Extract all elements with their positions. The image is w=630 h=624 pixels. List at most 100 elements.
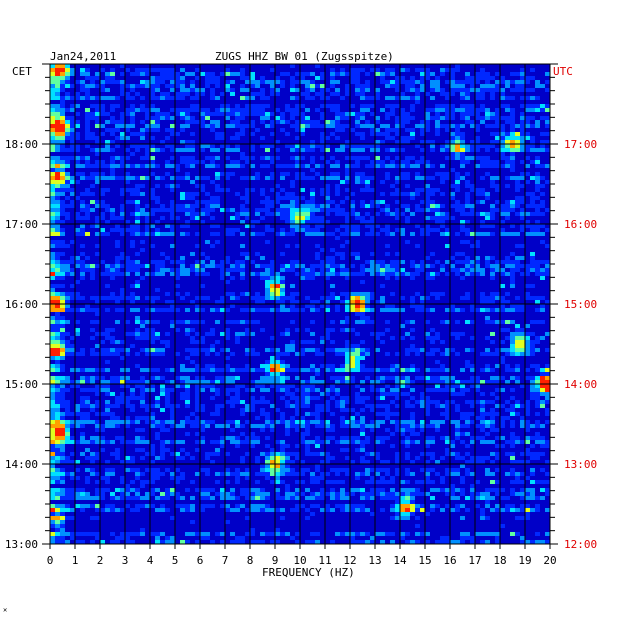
heatmap-cell xyxy=(460,124,465,128)
heatmap-cell xyxy=(50,300,55,304)
heatmap-cell xyxy=(95,160,100,164)
heatmap-cell xyxy=(385,124,390,128)
heatmap-cell xyxy=(90,352,95,356)
heatmap-cell xyxy=(490,412,495,416)
heatmap-cell xyxy=(310,192,315,196)
heatmap-cell xyxy=(335,116,340,120)
heatmap-cell xyxy=(95,412,100,416)
heatmap-cell xyxy=(150,340,155,344)
heatmap-cell xyxy=(130,176,135,180)
heatmap-cell xyxy=(100,108,105,112)
heatmap-cell xyxy=(140,436,145,440)
heatmap-cell xyxy=(150,352,155,356)
heatmap-cell xyxy=(340,144,345,148)
heatmap-cell xyxy=(525,204,530,208)
heatmap-cell xyxy=(420,264,425,268)
heatmap-cell xyxy=(200,148,205,152)
heatmap-cell xyxy=(170,84,175,88)
heatmap-cell xyxy=(155,264,160,268)
heatmap-cell xyxy=(435,208,440,212)
heatmap-cell xyxy=(50,336,55,340)
heatmap-cell xyxy=(490,240,495,244)
heatmap-cell xyxy=(130,84,135,88)
heatmap-cell xyxy=(105,172,110,176)
heatmap-cell xyxy=(335,120,340,124)
heatmap-cell xyxy=(190,204,195,208)
heatmap-cell xyxy=(300,148,305,152)
heatmap-cell xyxy=(255,80,260,84)
heatmap-cell xyxy=(535,332,540,336)
heatmap-cell xyxy=(190,252,195,256)
heatmap-cell xyxy=(545,420,550,424)
heatmap-cell xyxy=(250,200,255,204)
heatmap-cell xyxy=(490,140,495,144)
heatmap-cell xyxy=(320,380,325,384)
heatmap-cell xyxy=(460,380,465,384)
heatmap-cell xyxy=(460,204,465,208)
heatmap-cell xyxy=(405,164,410,168)
heatmap-cell xyxy=(195,104,200,108)
heatmap-cell xyxy=(525,200,530,204)
heatmap-cell xyxy=(300,164,305,168)
heatmap-cell xyxy=(90,400,95,404)
heatmap-cell xyxy=(110,96,115,100)
heatmap-cell xyxy=(75,120,80,124)
heatmap-cell xyxy=(60,424,65,428)
heatmap-cell xyxy=(190,216,195,220)
heatmap-cell xyxy=(375,224,380,228)
heatmap-cell xyxy=(395,216,400,220)
heatmap-cell xyxy=(250,308,255,312)
heatmap-cell xyxy=(345,84,350,88)
heatmap-cell xyxy=(85,396,90,400)
heatmap-cell xyxy=(50,84,55,88)
heatmap-cell xyxy=(270,104,275,108)
heatmap-cell xyxy=(175,388,180,392)
heatmap-cell xyxy=(340,240,345,244)
heatmap-cell xyxy=(80,296,85,300)
heatmap-cell xyxy=(310,304,315,308)
heatmap-cell xyxy=(180,148,185,152)
heatmap-cell xyxy=(395,428,400,432)
heatmap-cell xyxy=(340,368,345,372)
heatmap-cell xyxy=(150,332,155,336)
heatmap-cell xyxy=(440,204,445,208)
heatmap-cell xyxy=(295,404,300,408)
heatmap-cell xyxy=(75,108,80,112)
heatmap-cell xyxy=(260,392,265,396)
heatmap-cell xyxy=(450,264,455,268)
heatmap-cell xyxy=(495,72,500,76)
heatmap-cell xyxy=(455,424,460,428)
heatmap-cell xyxy=(415,160,420,164)
heatmap-cell xyxy=(60,408,65,412)
heatmap-cell xyxy=(540,140,545,144)
heatmap-cell xyxy=(480,88,485,92)
heatmap-cell xyxy=(195,108,200,112)
heatmap-cell xyxy=(60,296,65,300)
heatmap-cell xyxy=(155,432,160,436)
heatmap-cell xyxy=(335,368,340,372)
heatmap-cell xyxy=(535,104,540,108)
heatmap-cell xyxy=(420,188,425,192)
heatmap-cell xyxy=(390,392,395,396)
heatmap-cell xyxy=(510,276,515,280)
heatmap-cell xyxy=(175,268,180,272)
heatmap-cell xyxy=(300,132,305,136)
heatmap-cell xyxy=(315,228,320,232)
heatmap-cell xyxy=(125,128,130,132)
heatmap-cell xyxy=(165,84,170,88)
heatmap-cell xyxy=(380,404,385,408)
heatmap-cell xyxy=(455,392,460,396)
heatmap-cell xyxy=(485,192,490,196)
heatmap-cell xyxy=(150,208,155,212)
heatmap-cell xyxy=(120,336,125,340)
heatmap-cell xyxy=(360,128,365,132)
heatmap-cell xyxy=(315,72,320,76)
heatmap-cell xyxy=(285,332,290,336)
heatmap-cell xyxy=(305,228,310,232)
heatmap-cell xyxy=(140,88,145,92)
heatmap-cell xyxy=(440,296,445,300)
heatmap-cell xyxy=(245,352,250,356)
heatmap-cell xyxy=(380,76,385,80)
heatmap-cell xyxy=(510,148,515,152)
heatmap-cell xyxy=(385,384,390,388)
